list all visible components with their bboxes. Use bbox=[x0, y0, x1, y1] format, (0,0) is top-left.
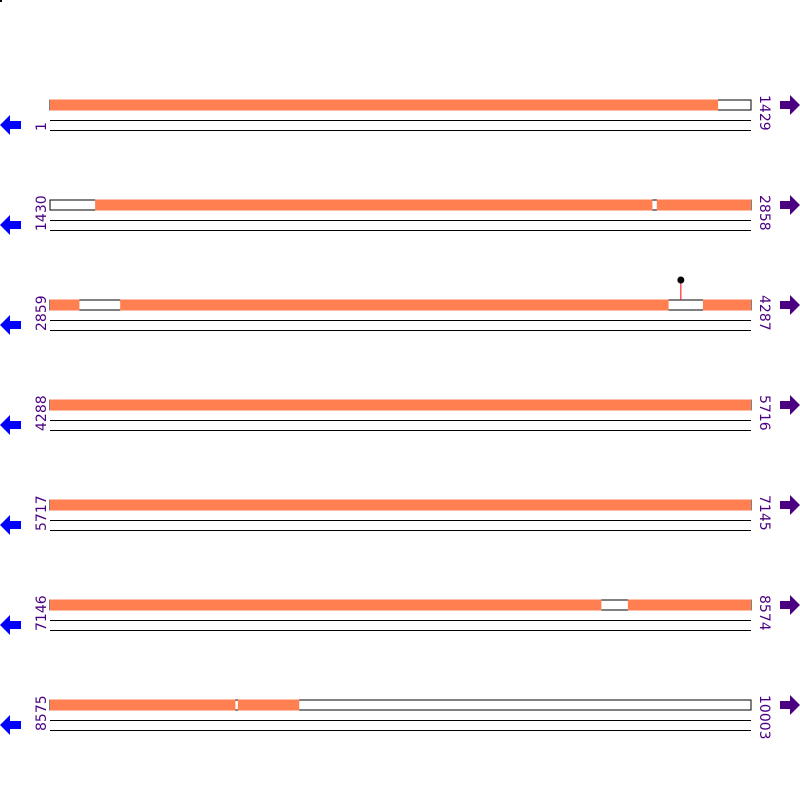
arrow-left-icon bbox=[0, 115, 21, 135]
feature-segment bbox=[656, 199, 751, 211]
arrow-left-icon bbox=[0, 615, 21, 635]
arrow-left-icon bbox=[0, 515, 21, 535]
arrow-right-icon bbox=[780, 295, 800, 315]
marker-icon bbox=[677, 276, 685, 284]
sequence-row: 5717 7145 bbox=[0, 495, 800, 535]
sequence-row: 2859 4287 bbox=[0, 276, 800, 335]
arrow-left-icon bbox=[0, 415, 21, 435]
sequence-row: 1 1429 bbox=[0, 95, 800, 135]
feature-segment bbox=[50, 699, 236, 711]
row-start-label: 2859 bbox=[34, 295, 50, 331]
row-end-label: 10003 bbox=[756, 695, 772, 740]
feature-segment bbox=[95, 199, 653, 211]
row-end-label: 2858 bbox=[756, 195, 772, 231]
feature-segment bbox=[50, 99, 719, 111]
arrow-right-icon bbox=[780, 595, 800, 615]
feature-segment bbox=[50, 499, 751, 511]
corner-dot bbox=[0, 0, 2, 2]
row-end-label: 5716 bbox=[756, 395, 772, 431]
row-start-label: 4288 bbox=[34, 395, 50, 431]
sequence-row: 4288 5716 bbox=[0, 395, 800, 435]
row-start-label: 1430 bbox=[34, 195, 50, 231]
row-start-label: 5717 bbox=[34, 495, 50, 531]
sequence-row: 8575 10003 bbox=[0, 695, 800, 740]
arrow-right-icon bbox=[780, 95, 800, 115]
row-end-label: 8574 bbox=[756, 595, 772, 631]
feature-segment bbox=[627, 599, 751, 611]
arrow-right-icon bbox=[780, 195, 800, 215]
feature-segment bbox=[50, 399, 751, 411]
arrow-left-icon bbox=[0, 315, 21, 335]
arrow-left-icon bbox=[0, 715, 21, 735]
arrow-right-icon bbox=[780, 695, 800, 715]
feature-segment bbox=[50, 299, 80, 311]
feature-segment bbox=[120, 299, 669, 311]
arrow-right-icon bbox=[780, 395, 800, 415]
arrow-left-icon bbox=[0, 215, 21, 235]
feature-segment bbox=[50, 599, 602, 611]
sequence-row: 7146 8574 bbox=[0, 595, 800, 635]
row-end-label: 4287 bbox=[756, 295, 772, 331]
feature-segment bbox=[237, 699, 300, 711]
row-start-label: 7146 bbox=[34, 595, 50, 631]
arrow-right-icon bbox=[780, 495, 800, 515]
feature-segment bbox=[702, 299, 751, 311]
sequence-row: 1430 2858 bbox=[0, 195, 800, 235]
row-end-label: 1429 bbox=[756, 95, 772, 131]
row-start-label: 1 bbox=[34, 122, 50, 131]
row-end-label: 7145 bbox=[756, 495, 772, 531]
row-start-label: 8575 bbox=[34, 695, 50, 731]
